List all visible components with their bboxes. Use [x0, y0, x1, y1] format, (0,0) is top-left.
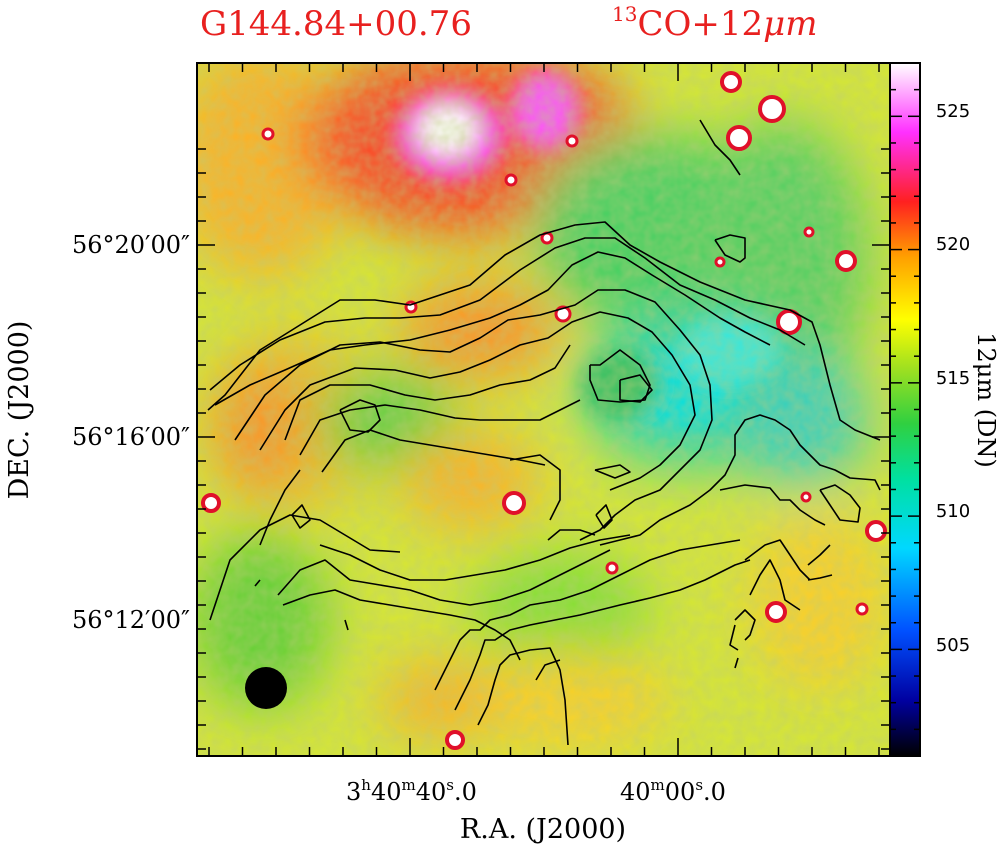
intensity-image	[197, 63, 890, 756]
x-axis-label: R.A. (J2000)	[460, 814, 626, 845]
colorbar-tick-label: 505	[936, 635, 970, 656]
isotope-superscript: 13	[612, 2, 638, 26]
overlay-unit: μm	[763, 4, 818, 44]
source-title: G144.84+00.76	[200, 4, 472, 44]
y-tick-label: 56°16′00″	[72, 423, 190, 451]
axis-ticks	[197, 63, 890, 756]
x-tick-label: 3h40m40s.0	[346, 776, 477, 806]
image-noise	[197, 63, 890, 756]
x-tick-label: 40m00s.0	[620, 776, 726, 806]
y-tick-label: 56°12′00″	[72, 606, 190, 634]
y-axis-label: DEC. (J2000)	[4, 321, 35, 500]
overlay-molecule: CO+12	[637, 4, 764, 44]
colorbar-label: 12μm (DN)	[972, 332, 1000, 468]
beam-circle	[245, 667, 287, 709]
colorbar-ticks	[890, 62, 920, 757]
colorbar-tick-label: 510	[936, 501, 970, 522]
colorbar-tick-label: 515	[936, 368, 970, 389]
point-sources	[201, 71, 887, 750]
co-contours	[207, 119, 881, 746]
y-tick-label: 56°20′00″	[72, 231, 190, 259]
overlay-title: 13CO+12μm	[612, 2, 818, 44]
colorbar-tick-label: 520	[936, 234, 970, 255]
colorbar-tick-label: 525	[936, 101, 970, 122]
